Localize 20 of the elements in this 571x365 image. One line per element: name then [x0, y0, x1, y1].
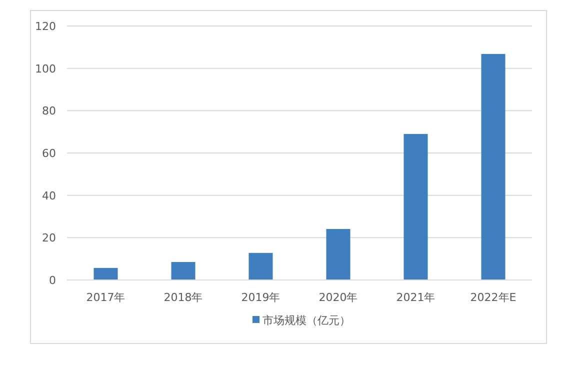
y-tick-label: 0 [49, 274, 56, 287]
bar [326, 228, 350, 280]
y-tick-label: 80 [42, 104, 56, 118]
y-tick-label: 120 [35, 20, 56, 33]
bar [404, 134, 428, 280]
bar [94, 268, 118, 280]
x-tick-label: 2020年 [318, 291, 358, 304]
y-tick-label: 100 [35, 62, 56, 76]
y-tick-label: 20 [42, 232, 56, 245]
y-tick-label: 60 [42, 147, 56, 160]
x-tick-label: 2019年 [241, 291, 280, 304]
y-tick-label: 40 [42, 189, 56, 202]
x-tick-label: 2022年E [470, 291, 516, 304]
bar [481, 54, 506, 280]
x-tick-label: 2018年 [164, 291, 203, 304]
legend-label: 市场规模（亿元） [262, 314, 350, 327]
bar [248, 252, 273, 280]
bar [171, 262, 196, 280]
x-tick-label: 2021年 [396, 291, 436, 304]
x-tick-label: 2017年 [86, 291, 126, 304]
